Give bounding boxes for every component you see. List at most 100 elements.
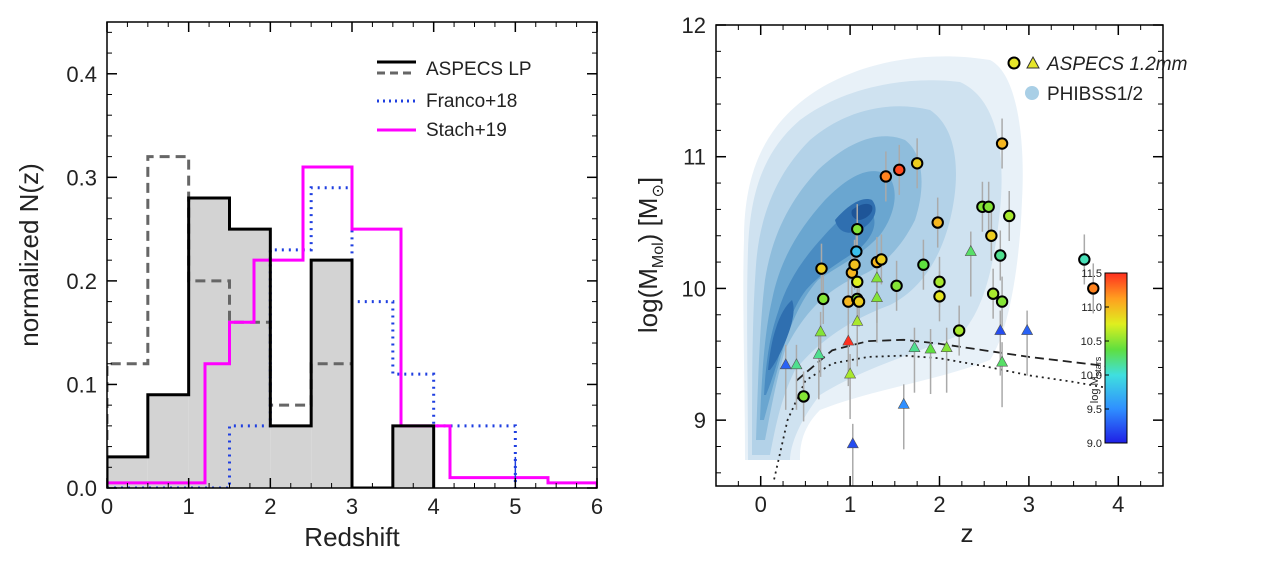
aspecs-circle-marker bbox=[994, 249, 1007, 262]
legend-marker-phibss bbox=[1025, 86, 1039, 100]
ylabel-close: ] bbox=[633, 177, 663, 184]
ylabel-tail: ) [M bbox=[633, 198, 663, 243]
x-tick-label: 3 bbox=[346, 494, 358, 519]
histogram-series-line bbox=[107, 196, 436, 488]
histogram-bar bbox=[229, 229, 271, 488]
scatter-x-axis-label: z bbox=[961, 518, 974, 548]
aspecs-circle-marker bbox=[933, 275, 946, 289]
x-tick-label: 6 bbox=[591, 494, 603, 519]
aspecs-triangle-marker bbox=[844, 367, 857, 379]
aspecs-triangle-marker bbox=[1021, 323, 1034, 335]
aspecs-triangle-marker bbox=[790, 358, 803, 370]
aspecs-triangle-marker bbox=[842, 334, 855, 346]
aspecs-circle-marker bbox=[817, 292, 830, 306]
aspecs-triangle-marker bbox=[814, 325, 827, 337]
aspecs-circle-marker bbox=[1078, 253, 1091, 266]
aspecs-circle-marker bbox=[910, 157, 924, 170]
y-tick-label: 0.3 bbox=[66, 165, 97, 190]
scatter-y-axis-label: log(MMol) [M⊙] bbox=[633, 177, 667, 333]
histogram-bar bbox=[147, 394, 189, 488]
x-tick-label: 2 bbox=[264, 494, 276, 519]
aspecs-circle-marker bbox=[995, 295, 1009, 308]
aspecs-circle-marker bbox=[875, 253, 888, 266]
histogram-bar bbox=[392, 425, 434, 488]
aspecs-circle-marker bbox=[852, 295, 866, 308]
aspecs-triangle-marker bbox=[812, 347, 825, 359]
colorbar-label: log Mstars bbox=[1089, 356, 1103, 403]
ylabel-sun: ⊙ bbox=[650, 184, 667, 197]
colorbar-tick-label: 9.0 bbox=[1087, 438, 1102, 450]
aspecs-triangle-marker bbox=[870, 271, 883, 283]
histogram-bar bbox=[311, 260, 352, 488]
aspecs-circle-marker bbox=[850, 245, 863, 258]
aspecs-circle-marker bbox=[933, 290, 946, 303]
aspecs-circle-marker bbox=[931, 216, 944, 229]
aspecs-triangle-marker bbox=[897, 397, 910, 409]
model-curve-dashed bbox=[795, 338, 1119, 382]
legend-label-aspecs-lp: ASPECS LP bbox=[426, 59, 532, 80]
aspecs-triangle-marker bbox=[994, 323, 1007, 335]
colorbar-bar bbox=[1104, 272, 1128, 444]
aspecs-points-layer bbox=[779, 118, 1100, 486]
aspecs-triangle-marker bbox=[851, 314, 864, 326]
scatter-y-axis-label-text: log(MMol) [M⊙] bbox=[633, 177, 667, 333]
y-tick-label: 12 bbox=[682, 13, 706, 38]
model-curves-layer bbox=[773, 338, 1119, 480]
aspecs-circle-marker bbox=[815, 262, 828, 275]
colorbar-tick-label: 11.5 bbox=[1081, 268, 1102, 280]
y-tick-label: 0.1 bbox=[66, 372, 97, 397]
aspecs-circle-marker bbox=[917, 258, 930, 271]
aspecs-circle-marker bbox=[985, 229, 998, 242]
aspecs-circle-marker bbox=[995, 137, 1009, 150]
aspecs-circle-marker bbox=[952, 324, 966, 337]
colorbar-tick-label: 9.5 bbox=[1087, 404, 1102, 416]
x-tick-label: 4 bbox=[428, 494, 440, 519]
aspecs-triangle-marker bbox=[924, 342, 937, 354]
histogram-series-layer bbox=[107, 155, 597, 488]
colorbar-ticks: 9.0 9.5 10.0 10.5 11.0 11.5 bbox=[1081, 268, 1109, 450]
x-tick-label: 1 bbox=[183, 494, 195, 519]
x-tick-label: 3 bbox=[1023, 492, 1035, 517]
legend-label-aspecs-12mm: ASPECS 1.2mm bbox=[1046, 54, 1187, 75]
contour-level-7 bbox=[768, 300, 794, 370]
x-tick-label: 0 bbox=[755, 492, 767, 517]
aspecs-triangle-marker bbox=[940, 341, 953, 353]
legend-label-stach19: Stach+19 bbox=[426, 120, 507, 141]
colorbar-tick-label: 10.0 bbox=[1081, 370, 1102, 382]
aspecs-circle-marker bbox=[986, 287, 1000, 300]
aspecs-triangle-marker bbox=[908, 341, 921, 353]
x-tick-label: 2 bbox=[933, 492, 945, 517]
legend-label-phibss: PHIBSS1/2 bbox=[1047, 84, 1143, 105]
aspecs-circle-marker bbox=[1003, 209, 1016, 223]
aspecs-triangle-marker bbox=[964, 244, 977, 256]
y-tick-label: 0.2 bbox=[66, 269, 97, 294]
legend-marker-aspecs-triangle bbox=[1026, 55, 1040, 69]
aspecs-circle-marker bbox=[851, 222, 864, 236]
redshift-histogram-panel: 0 1 2 3 4 5 6 0.0 0.1 0.2 0.3 0.4 Redshift normaliz… bbox=[14, 21, 603, 552]
aspecs-triangle-marker bbox=[846, 437, 859, 449]
aspecs-circle-marker bbox=[1087, 282, 1100, 295]
histogram-legend: ASPECS LP Franco+18 Stach+19 bbox=[377, 59, 532, 141]
aspecs-circle-marker bbox=[848, 258, 861, 271]
x-tick-label: 1 bbox=[844, 492, 856, 517]
ylabel-sub: Mol bbox=[650, 242, 667, 268]
colorbar-label-main: log M bbox=[1089, 376, 1101, 403]
aspecs-circle-marker bbox=[893, 163, 906, 177]
stellar-mass-colorbar: 9.0 9.5 10.0 10.5 11.0 11.5 log Mstars bbox=[1081, 268, 1128, 450]
y-tick-label: 0.4 bbox=[66, 62, 97, 87]
aspecs-circle-marker bbox=[890, 279, 903, 292]
aspecs-circle-marker bbox=[879, 170, 893, 183]
scatter-legend: ASPECS 1.2mm PHIBSS1/2 bbox=[1007, 54, 1187, 105]
histogram-y-axis-label: normalized N(z) bbox=[14, 163, 44, 347]
legend-label-franco18: Franco+18 bbox=[426, 91, 517, 112]
y-tick-label: 0.0 bbox=[66, 476, 97, 501]
colorbar-label-sub: stars bbox=[1093, 356, 1103, 376]
contour-level-6 bbox=[764, 208, 875, 395]
x-tick-label: 4 bbox=[1112, 492, 1124, 517]
aspecs-circle-marker bbox=[982, 200, 995, 213]
ylabel-main: log(M bbox=[633, 268, 663, 333]
histogram-bar bbox=[188, 198, 230, 488]
